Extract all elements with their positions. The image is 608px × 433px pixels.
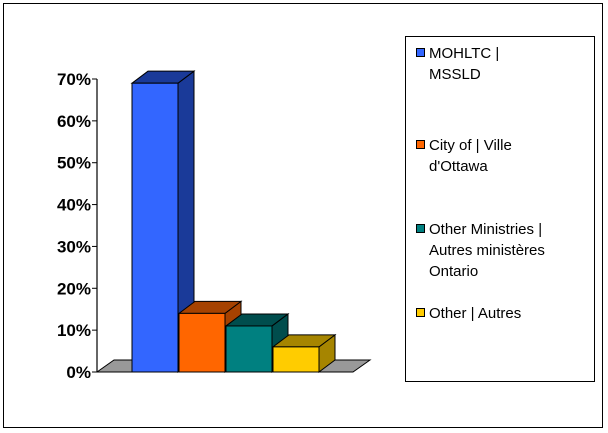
legend-swatch — [416, 224, 425, 233]
legend-swatch — [416, 48, 425, 57]
y-tick-label: 0% — [66, 363, 91, 382]
y-tick-label: 50% — [57, 154, 91, 173]
y-tick-label: 70% — [57, 70, 91, 89]
bar-front-face — [225, 325, 273, 373]
y-tick-label: 60% — [57, 112, 91, 131]
bar-front-face — [178, 312, 226, 373]
legend-label: MOHLTC | MSSLD — [429, 45, 500, 83]
legend-label: Other Ministries | Autres ministères Ont… — [429, 221, 545, 280]
legend-label: Other | Autres — [429, 305, 522, 322]
bar-front-face — [131, 82, 179, 373]
bar-front-face — [272, 346, 320, 373]
legend-swatch — [416, 308, 425, 317]
y-tick-label: 40% — [57, 196, 91, 215]
chart-legend: MOHLTC | MSSLD City of | Ville d'Ottawa … — [405, 36, 595, 382]
y-tick-label: 20% — [57, 279, 91, 298]
y-tick-label: 10% — [57, 321, 91, 340]
legend-label: City of | Ville d'Ottawa — [429, 137, 512, 175]
y-tick-label: 30% — [57, 237, 91, 256]
legend-swatch — [416, 140, 425, 149]
